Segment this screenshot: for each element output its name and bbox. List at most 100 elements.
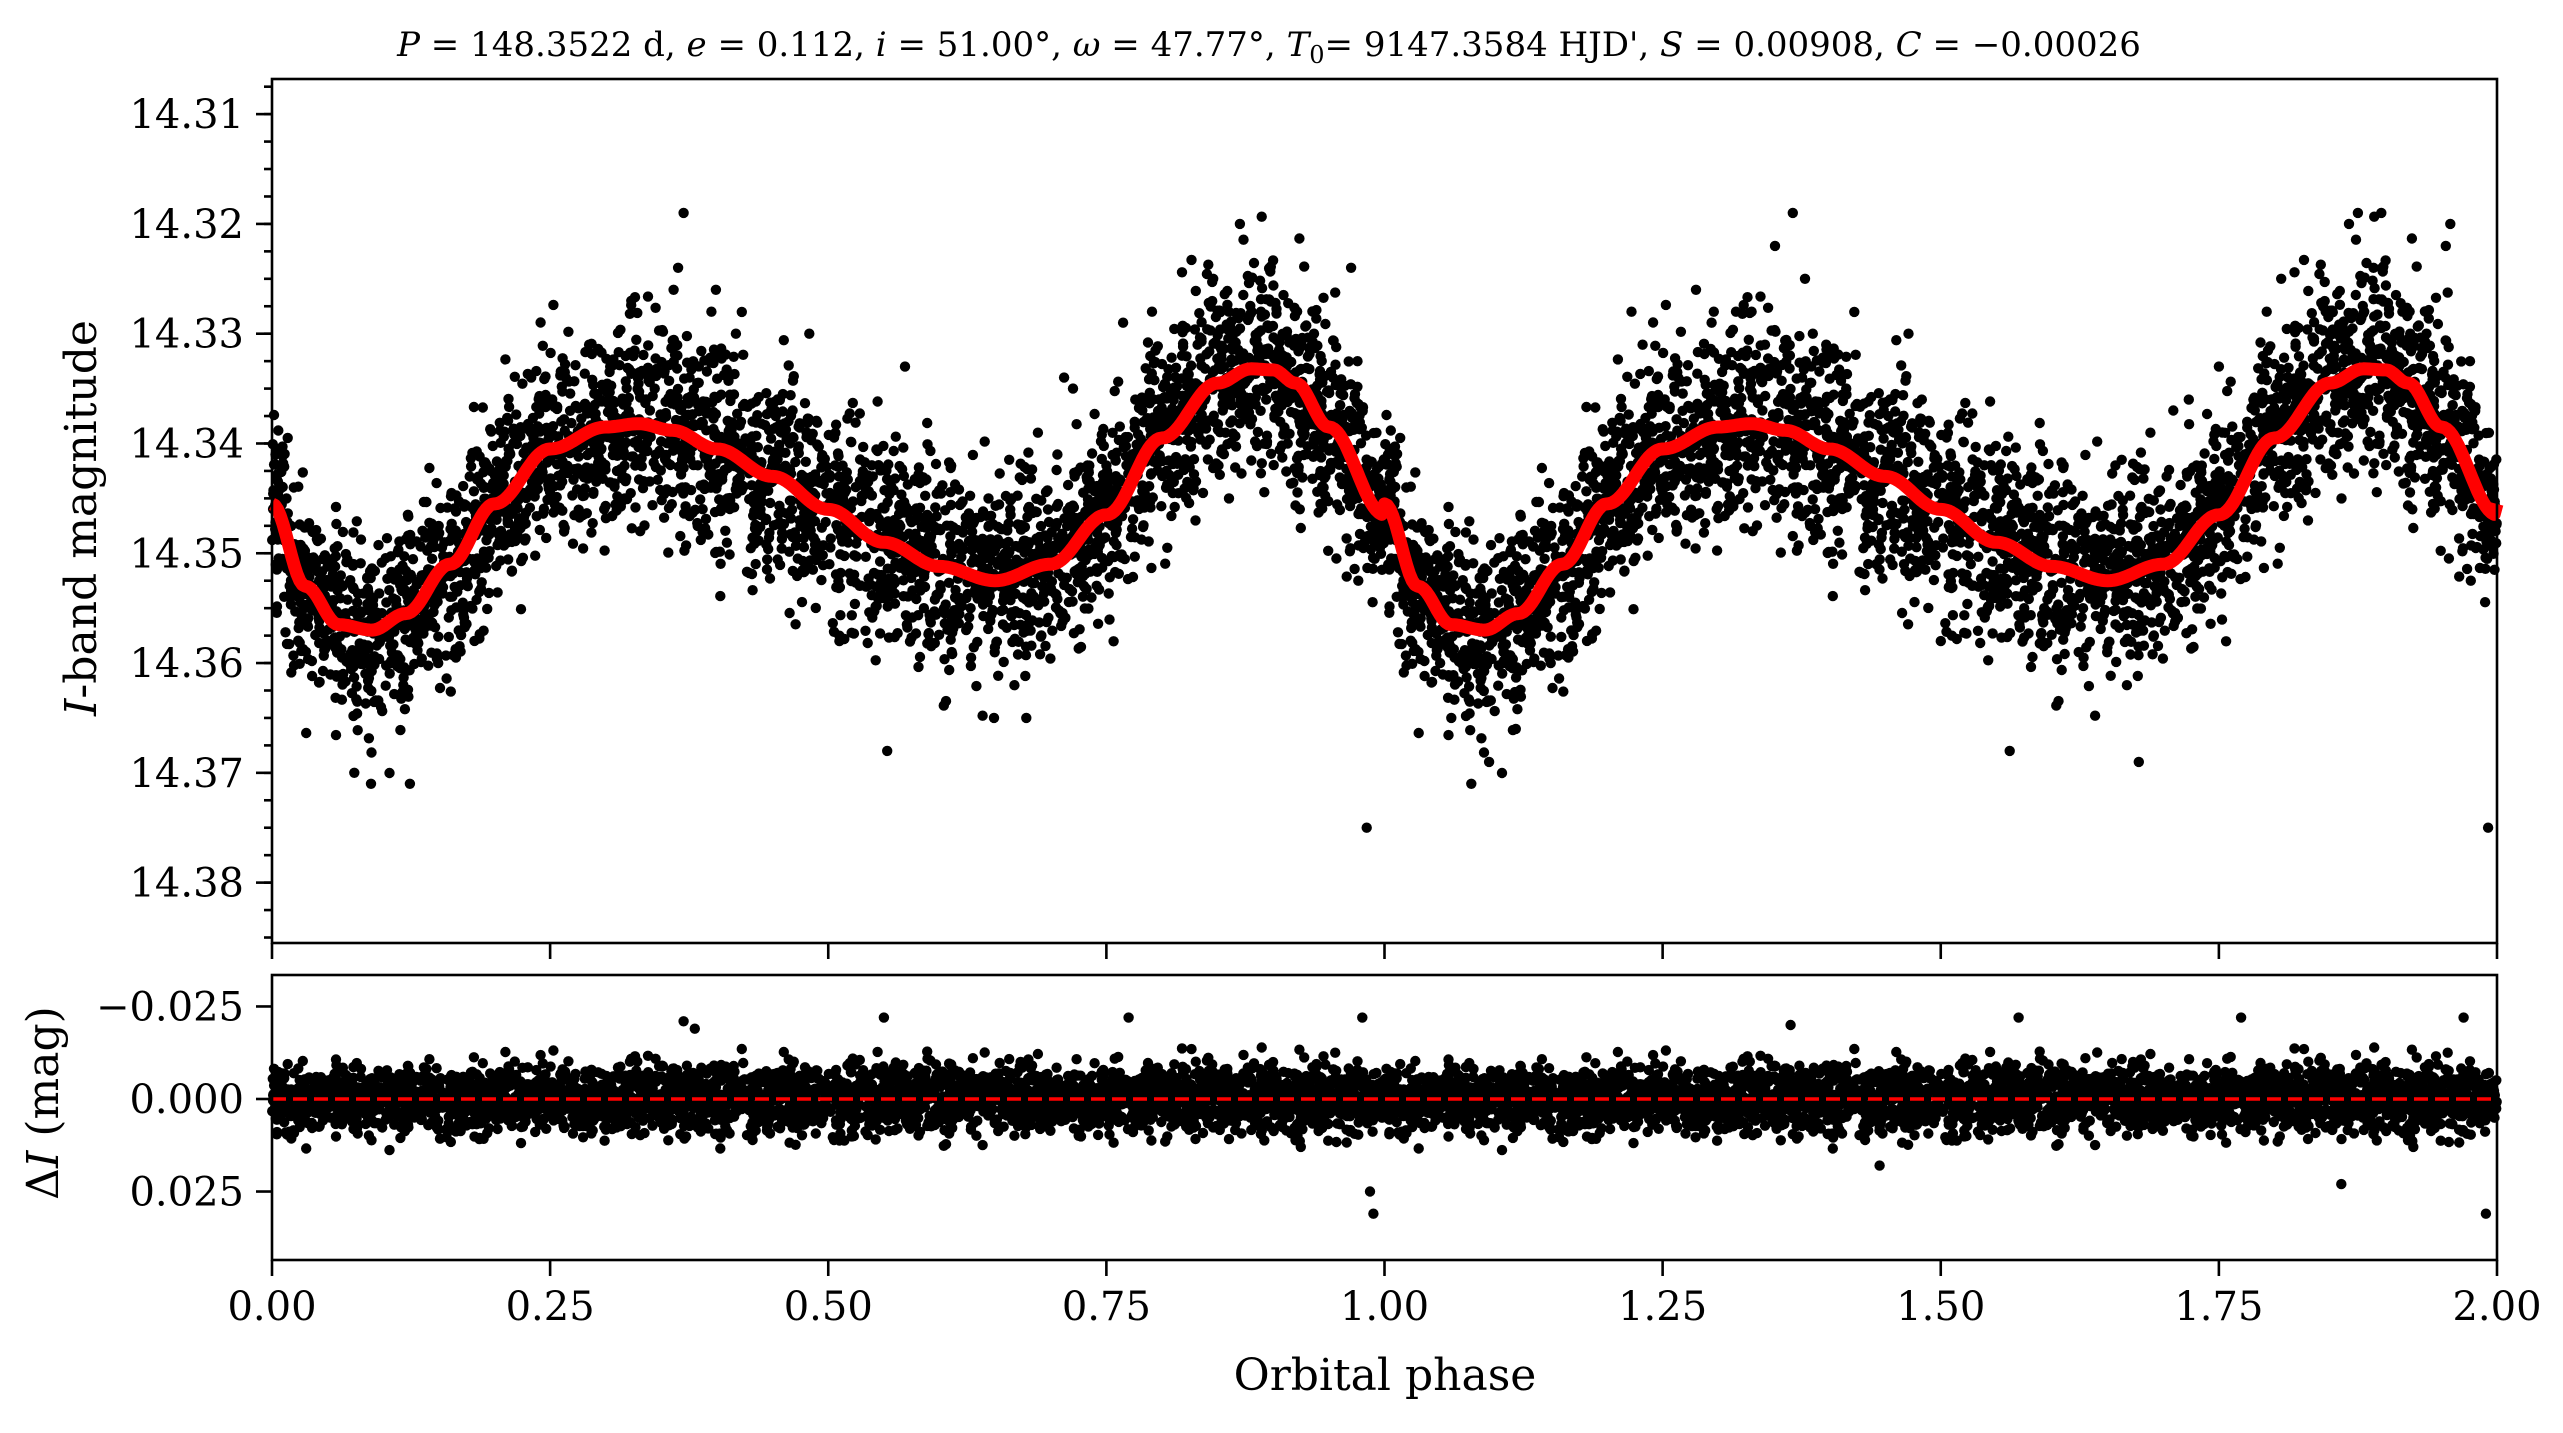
data-point: [1878, 433, 1889, 444]
data-point: [2464, 356, 2476, 367]
data-point: [542, 494, 553, 505]
data-point: [1719, 510, 1730, 522]
data-point: [2480, 427, 2492, 439]
data-point: [1962, 598, 1973, 610]
data-point: [1987, 556, 1998, 567]
data-point: [2429, 503, 2440, 514]
data-point: [1145, 423, 1156, 435]
data-point: [1256, 458, 1268, 469]
data-point: [966, 526, 978, 537]
data-point: [1354, 424, 1365, 435]
data-point: [445, 686, 456, 697]
data-point: [1268, 459, 1279, 471]
data-point: [1682, 360, 1694, 371]
data-point: [1850, 349, 1861, 360]
data-point: [2302, 515, 2314, 526]
data-point: [715, 590, 726, 602]
data-point: [2138, 473, 2149, 484]
data-point: [2052, 505, 2063, 516]
data-point: [1739, 523, 1750, 534]
data-point: [2290, 338, 2301, 349]
data-point: [778, 335, 789, 346]
data-point: [1690, 543, 1701, 554]
data-point: [363, 733, 375, 744]
data-point: [1859, 568, 1870, 580]
data-point: [2257, 423, 2268, 435]
data-point: [381, 597, 392, 608]
data-point: [2380, 280, 2392, 291]
data-point: [1972, 625, 1984, 636]
data-point: [2056, 664, 2067, 676]
data-point: [642, 445, 653, 457]
data-point: [2430, 292, 2442, 303]
data-point: [2010, 442, 2022, 453]
data-point: [957, 496, 968, 507]
data-point: [816, 574, 827, 586]
data-point: [1604, 587, 1616, 598]
data-point: [793, 448, 804, 459]
data-point: [424, 462, 435, 474]
data-point: [625, 347, 636, 358]
data-point: [2102, 647, 2113, 658]
data-point: [303, 522, 314, 533]
data-point: [1459, 688, 1470, 699]
data-point: [2303, 285, 2314, 297]
data-point: [1987, 628, 1998, 639]
data-point: [1724, 491, 1736, 502]
data-point: [330, 501, 342, 513]
data-point: [1700, 518, 1711, 529]
data-point: [384, 585, 395, 596]
data-point: [738, 349, 749, 360]
data-point: [1368, 427, 1379, 439]
data-point: [1268, 280, 1279, 291]
data-point: [1902, 456, 1914, 468]
data-point: [2075, 621, 2086, 632]
data-point: [1071, 419, 1082, 430]
data-point: [1138, 520, 1149, 531]
data-point: [2211, 440, 2222, 452]
data-point: [1352, 356, 1363, 367]
data-point: [1385, 425, 1397, 436]
data-point: [718, 369, 730, 381]
data-point: [2369, 458, 2380, 469]
data-point: [705, 466, 717, 477]
data-point: [2179, 586, 2190, 597]
data-point: [1827, 590, 1839, 602]
data-point: [2306, 308, 2317, 319]
data-point: [1896, 607, 1908, 619]
data-point: [2315, 454, 2326, 465]
data-point: [883, 632, 895, 643]
data-point: [1127, 514, 1139, 525]
data-point: [1750, 483, 1761, 494]
data-point: [2047, 580, 2058, 591]
data-point: [458, 480, 469, 492]
data-point: [2442, 287, 2453, 298]
data-point: [2155, 612, 2167, 623]
data-point: [1249, 436, 1261, 447]
data-point: [503, 554, 514, 565]
data-point: [1921, 532, 1932, 544]
data-point: [587, 374, 598, 385]
data-point: [764, 497, 776, 509]
data-point: [1051, 464, 1062, 476]
data-point: [1578, 453, 1589, 464]
data-point: [709, 506, 721, 518]
data-point: [2461, 563, 2473, 575]
data-point: [381, 533, 393, 544]
data-point: [747, 585, 758, 596]
data-point: [633, 386, 645, 397]
data-point: [1657, 347, 1669, 359]
data-point: [273, 425, 284, 436]
data-point: [1814, 366, 1825, 377]
data-point: [1468, 534, 1479, 545]
data-point: [993, 670, 1004, 681]
data-point: [2222, 385, 2233, 397]
data-point: [1074, 624, 1085, 635]
data-point: [1426, 676, 1438, 688]
data-point: [362, 641, 374, 652]
data-point: [2453, 533, 2465, 544]
data-point: [2034, 417, 2045, 429]
data-point: [376, 557, 387, 568]
data-point: [944, 664, 955, 676]
data-point: [1146, 562, 1157, 574]
